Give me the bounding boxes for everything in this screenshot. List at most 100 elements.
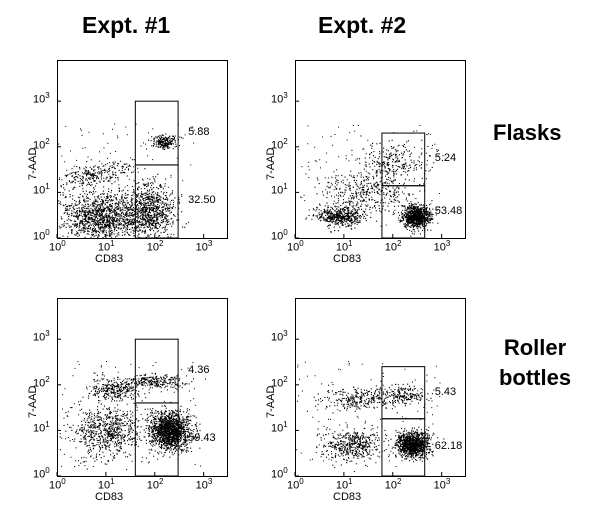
y-tick-label: 102 [271, 375, 288, 390]
x-tick-label: 100 [49, 477, 66, 492]
x-tick-label: 101 [336, 239, 353, 254]
y-tick-label: 103 [271, 329, 288, 344]
tick-exponent: 3 [45, 329, 50, 339]
tick-base: 10 [146, 241, 160, 254]
gate-percent-label: 5.24 [434, 152, 457, 165]
tick-exponent: 1 [45, 182, 50, 192]
tick-exponent: 1 [348, 477, 353, 486]
x-tick-label: 103 [434, 477, 451, 492]
x-axis-title: CD83 [95, 491, 124, 503]
tick-base: 10 [287, 241, 300, 254]
tick-exponent: 0 [283, 466, 288, 475]
y-tick-label: 101 [271, 420, 288, 435]
gate-upper [134, 338, 179, 404]
tick-exponent: 2 [397, 477, 402, 486]
tick-exponent: 3 [445, 239, 451, 248]
event-dots [298, 125, 444, 237]
tick-exponent: 1 [110, 477, 115, 486]
tick-base: 10 [384, 479, 398, 492]
tick-base: 10 [195, 241, 208, 254]
tick-exponent: 1 [283, 182, 288, 192]
tick-base: 10 [384, 241, 398, 254]
tick-base: 10 [271, 331, 284, 344]
tick-base: 10 [33, 377, 46, 390]
gate-lower [381, 418, 426, 477]
tick-base: 10 [271, 93, 284, 106]
tick-exponent: 2 [283, 136, 288, 146]
tick-exponent: 0 [45, 228, 50, 237]
x-tick-label: 102 [385, 477, 402, 492]
tick-base: 10 [33, 230, 46, 243]
tick-base: 10 [271, 423, 284, 436]
y-axis-title: 7-AAD [265, 147, 277, 180]
tick-exponent: 3 [283, 329, 288, 339]
column-title-expt-1: Expt. #1 [82, 12, 171, 38]
tick-base: 10 [433, 241, 446, 254]
scatter-plot [56, 298, 228, 477]
tick-base: 10 [33, 468, 46, 481]
x-tick-label: 103 [196, 477, 213, 492]
tick-base: 10 [335, 241, 349, 254]
tick-base: 10 [433, 479, 446, 492]
tick-base: 10 [271, 468, 284, 481]
plot-frame [295, 298, 466, 477]
y-tick-label: 103 [33, 91, 50, 106]
gate-upper [134, 100, 179, 166]
plot-frame [57, 298, 228, 477]
y-tick-label: 102 [271, 137, 288, 152]
tick-base: 10 [33, 185, 46, 198]
y-axis-title: 7-AAD [27, 385, 39, 418]
tick-base: 10 [271, 139, 284, 152]
tick-exponent: 0 [299, 239, 304, 248]
y-axis-title: 7-AAD [27, 147, 39, 180]
y-tick-label: 102 [33, 137, 50, 152]
tick-exponent: 3 [283, 91, 288, 101]
x-axis-title: CD83 [333, 491, 362, 503]
tick-exponent: 3 [207, 239, 213, 248]
tick-base: 10 [49, 479, 62, 492]
tick-base: 10 [146, 479, 160, 492]
tick-base: 10 [271, 185, 284, 198]
tick-base: 10 [335, 479, 349, 492]
gate-percent-label: 53.48 [434, 204, 463, 217]
gate-lower [134, 402, 179, 477]
tick-exponent: 1 [283, 420, 288, 430]
gate-percent-label: 5.88 [188, 126, 210, 139]
x-tick-label: 100 [287, 477, 304, 492]
x-tick-label: 101 [98, 477, 115, 492]
column-title-expt-2: Expt. #2 [318, 12, 407, 38]
gate-percent-label: 59.43 [188, 432, 216, 445]
y-tick-label: 101 [33, 182, 50, 197]
y-tick-label: 103 [33, 329, 50, 344]
x-tick-label: 102 [147, 477, 164, 492]
y-tick-label: 100 [271, 228, 288, 243]
x-axis-title: CD83 [333, 253, 362, 265]
tick-exponent: 0 [299, 477, 304, 486]
plot-frame [295, 60, 466, 239]
gate-lower [134, 164, 179, 239]
tick-exponent: 0 [45, 466, 50, 475]
scatter-plot [56, 60, 228, 239]
y-axis-title: 7-AAD [265, 385, 277, 418]
tick-exponent: 1 [348, 239, 353, 248]
y-tick-label: 101 [33, 420, 50, 435]
tick-base: 10 [49, 241, 62, 254]
x-tick-label: 102 [147, 239, 164, 254]
x-tick-label: 101 [336, 477, 353, 492]
x-tick-label: 100 [287, 239, 304, 254]
tick-exponent: 0 [61, 477, 66, 486]
tick-exponent: 0 [283, 228, 288, 237]
x-tick-label: 101 [98, 239, 115, 254]
tick-base: 10 [33, 423, 46, 436]
y-tick-label: 100 [33, 466, 50, 481]
tick-base: 10 [271, 377, 284, 390]
scatter-plot [294, 60, 466, 239]
tick-base: 10 [33, 93, 46, 106]
event-dots [59, 361, 206, 471]
tick-exponent: 1 [110, 239, 115, 248]
tick-exponent: 3 [45, 91, 50, 101]
scatter-panel-1: 5.88 32.50 100 101 102 103 100 101 102 103 CD83 7-A… [27, 60, 242, 265]
y-tick-label: 100 [33, 228, 50, 243]
tick-exponent: 3 [207, 477, 213, 486]
tick-exponent: 2 [159, 477, 164, 486]
